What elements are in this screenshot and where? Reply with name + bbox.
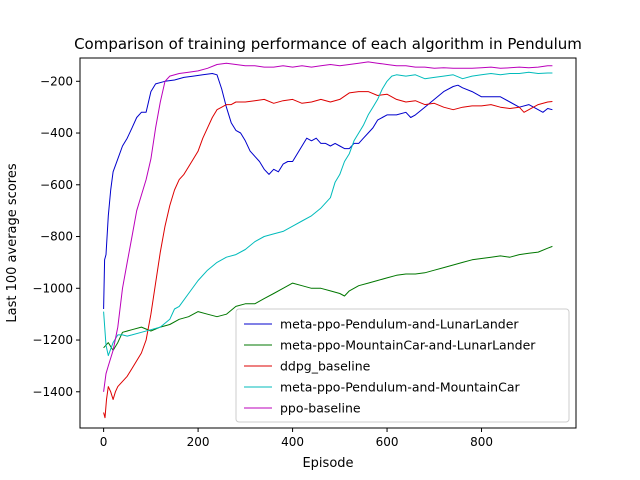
series-line-1 [103,245,553,351]
y-tick-label-2: −1000 [32,281,73,295]
x-tick-label-2: 400 [281,435,304,449]
series-line-3 [103,71,553,357]
y-axis-label: Last 100 average scores [5,163,20,322]
legend-box [235,308,570,423]
y-tick-label-5: −400 [40,126,73,140]
legend: meta-ppo-Pendulum-and-LunarLander meta-pp… [235,308,570,423]
x-tick-label-3: 600 [376,435,399,449]
legend-label-1: meta-ppo-MountainCar-and-LunarLander [280,338,536,353]
x-tick-label-1: 200 [187,435,210,449]
x-tick-label-4: 800 [470,435,493,449]
legend-label-3: meta-ppo-Pendulum-and-MountainCar [280,380,520,395]
y-tick-label-4: −600 [40,178,73,192]
y-tick-label-6: −200 [40,74,73,88]
x-tick-label-0: 0 [100,435,108,449]
y-axis-ticks: −1400 −1200 −1000 −800 −600 −400 −200 [32,74,80,399]
y-tick-label-1: −1200 [32,333,73,347]
legend-label-4: ppo-baseline [280,401,361,416]
legend-label-2: ddpg_baseline [280,359,371,374]
chart-title: Comparison of training performance of ea… [74,35,582,53]
plot-frame [79,57,577,429]
plot-lines [103,61,553,419]
x-axis-label: Episode [302,456,353,471]
series-line-4 [103,61,553,392]
y-tick-label-3: −800 [40,230,73,244]
series-line-0 [103,73,553,310]
series-line-2 [103,91,553,419]
legend-label-0: meta-ppo-Pendulum-and-LunarLander [280,317,519,332]
y-tick-label-0: −1400 [32,385,73,399]
x-axis-ticks: 0 200 400 600 800 [100,428,493,449]
